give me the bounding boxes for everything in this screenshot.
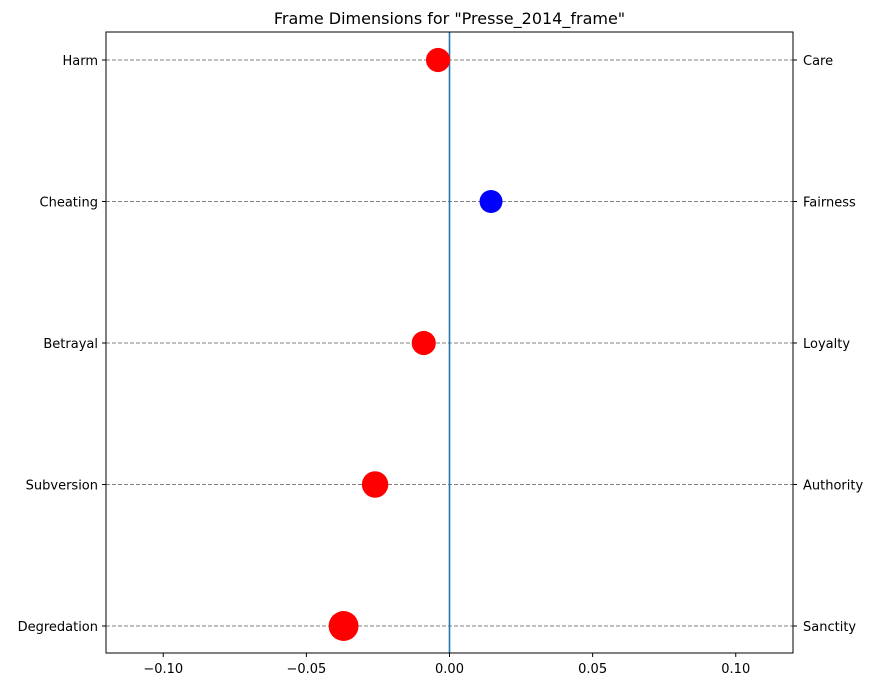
y-tick-label-left: Degredation (18, 620, 98, 635)
data-point-fairness (479, 190, 503, 213)
y-tick-label-right: Care (803, 54, 833, 69)
data-point-care (425, 47, 451, 73)
y-tick-label-right: Authority (803, 479, 863, 494)
data-point-sanctity (328, 611, 359, 641)
x-tick-label: −0.10 (143, 662, 183, 677)
data-point-loyalty (411, 330, 436, 356)
x-axis: −0.10 −0.05 0.00 0.05 0.10 (143, 653, 750, 677)
y-tick-label-right: Loyalty (803, 337, 850, 352)
y-tick-label-left: Harm (62, 54, 98, 69)
x-tick-label: 0.05 (578, 662, 607, 677)
y-tick-label-left: Betrayal (43, 337, 98, 352)
y-tick-label-left: Subversion (26, 479, 98, 494)
y-tick-label-left: Cheating (40, 196, 98, 211)
x-tick-label: 0.10 (721, 662, 750, 677)
data-point-authority (361, 471, 389, 498)
x-tick-label: 0.00 (435, 662, 464, 677)
data-points (328, 47, 503, 641)
x-tick-label: −0.05 (286, 662, 326, 677)
y-tick-label-right: Sanctity (803, 620, 856, 635)
y-tick-label-right: Fairness (803, 196, 856, 211)
y-axis-left: Harm Cheating Betrayal Subversion Degredatio… (18, 54, 106, 635)
chart-title: Frame Dimensions for "Presse_2014_frame" (274, 9, 625, 29)
y-axis-right: Care Fairness Loyalty Authority Sanctity (793, 54, 863, 635)
